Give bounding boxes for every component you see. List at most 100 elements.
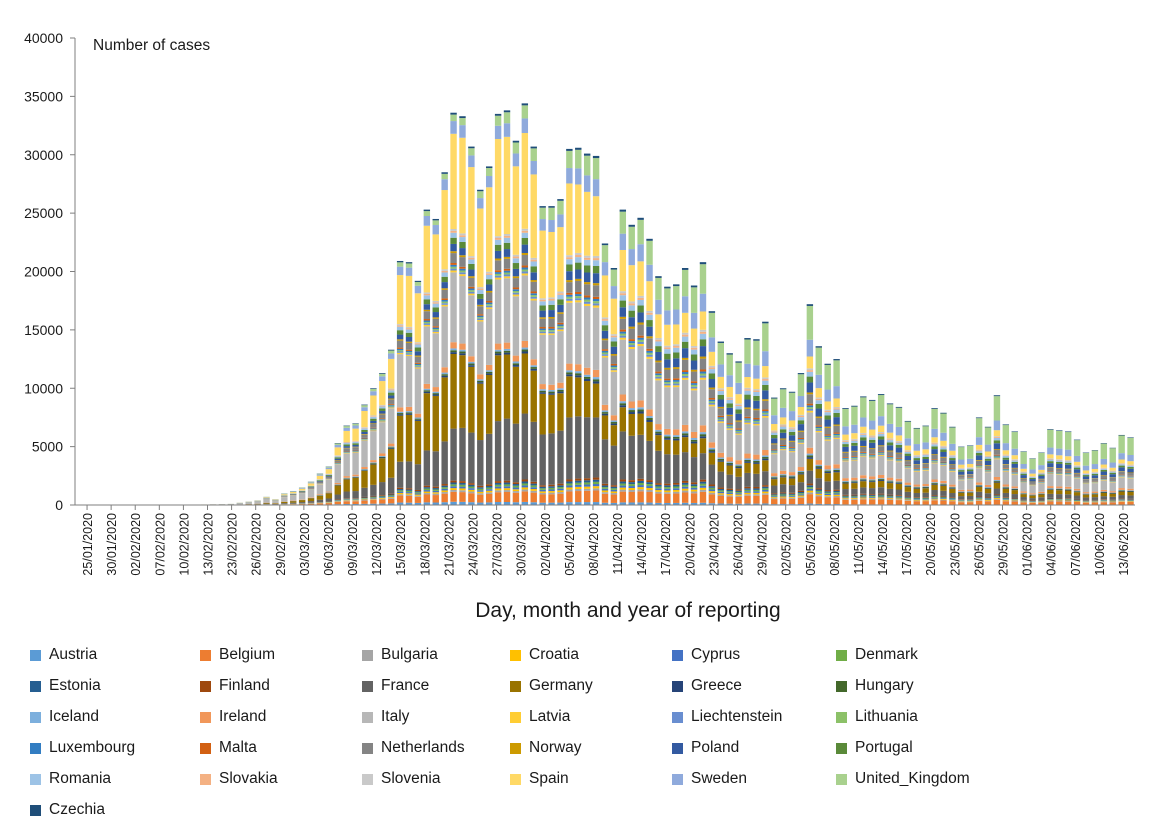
bar-segment-estonia <box>1118 499 1125 500</box>
bar-85 <box>833 359 840 505</box>
bar-segment-slovakia <box>521 230 529 233</box>
bar-segment-iceland <box>931 482 938 484</box>
bar-segment-czechia <box>601 243 609 246</box>
bar-segment-malta <box>869 453 876 455</box>
bar-segment-ireland <box>575 364 582 372</box>
bar-segment-hungary <box>655 431 662 434</box>
bar-segment-slovakia <box>405 328 413 330</box>
bar-segment-liechtenstein <box>869 456 876 458</box>
bar-97 <box>940 412 947 505</box>
bar-segment-luxembourg <box>370 428 377 430</box>
bar-segment-malta <box>771 449 778 451</box>
bar-segment-ireland <box>779 470 787 475</box>
bar-segment-denmark <box>975 497 983 499</box>
bar-segment-iceland <box>779 474 787 476</box>
bar-segment-norway <box>619 316 627 319</box>
bar-82 <box>806 304 814 505</box>
bar-segment-finland <box>423 485 431 488</box>
bar-segment-norway <box>566 280 573 283</box>
bar-segment-slovakia <box>869 436 876 438</box>
bar-segment-sweden <box>699 293 707 312</box>
bar-segment-germany <box>771 479 778 486</box>
bar-segment-netherlands <box>1056 468 1063 472</box>
bar-segment-finland <box>824 490 831 492</box>
bar-segment-greece <box>717 460 724 462</box>
bar-segment-iceland <box>396 411 404 414</box>
bar-segment-italy <box>646 358 653 410</box>
bar-segment-ireland <box>405 406 413 412</box>
bar-segment-greece <box>708 451 716 453</box>
bar-segment-estonia <box>699 481 707 484</box>
bar-segment-croatia <box>913 499 920 501</box>
bar-segment-liechtenstein <box>539 331 546 334</box>
bar-segment-cyprus <box>949 499 956 500</box>
bar-segment-portugal <box>432 307 439 313</box>
bar-segment-netherlands <box>494 260 502 271</box>
bar-segment-lithuania <box>1011 472 1018 474</box>
bar-segment-poland <box>503 249 511 257</box>
bar-segment-lithuania <box>485 304 493 306</box>
bar-segment-sweden <box>557 214 564 228</box>
bar-segment-france <box>557 430 564 484</box>
bar-segment-estonia <box>468 484 475 487</box>
bar-segment-italy <box>325 479 333 492</box>
bar-segment-cyprus <box>735 493 742 495</box>
bar-segment-denmark <box>628 484 635 487</box>
bar-segment-liechtenstein <box>717 420 724 422</box>
bar-segment-sweden <box>1056 448 1063 456</box>
bar-32 <box>361 404 368 505</box>
legend-item-slovenia: Slovenia <box>362 770 440 788</box>
bar-segment-netherlands <box>1082 479 1090 482</box>
bar-segment-liechtenstein <box>735 432 742 434</box>
bar-69 <box>690 285 698 505</box>
bar-29 <box>334 443 341 505</box>
bar-segment-bulgaria <box>450 489 457 492</box>
bar-76 <box>753 339 760 505</box>
bar-segment-ireland <box>1118 488 1125 490</box>
x-tick-label: 25/01/2020 <box>81 513 95 576</box>
bar-segment-finland <box>690 482 698 485</box>
bar-segment-germany <box>459 355 466 428</box>
bar-segment-portugal <box>1038 474 1045 476</box>
bar-segment-hungary <box>975 485 983 487</box>
bar-segment-romania <box>744 390 751 395</box>
bar-segment-slovakia <box>1056 459 1063 461</box>
bar-segment-romania <box>1109 471 1116 473</box>
bar-segment-austria <box>485 502 493 505</box>
bar-segment-latvia <box>851 459 858 461</box>
bar-segment-spain <box>530 174 537 258</box>
bar-segment-portugal <box>423 299 431 305</box>
bar-segment-poland <box>370 420 377 424</box>
bar-segment-belgium <box>824 497 831 505</box>
legend-item-iceland: Iceland <box>30 708 99 726</box>
bar-segment-bulgaria <box>468 491 475 494</box>
bar-segment-france <box>717 471 724 488</box>
bar-segment-france <box>325 498 333 502</box>
bar-segment-united_kingdom <box>673 286 680 310</box>
bar-segment-sweden <box>316 474 324 476</box>
bar-segment-liechtenstein <box>913 470 920 471</box>
bar-segment-spain <box>797 406 805 415</box>
bar-segment-slovakia <box>842 441 849 442</box>
bar-segment-malta <box>352 449 359 451</box>
bar-43 <box>459 116 466 505</box>
bar-segment-luxembourg <box>949 469 956 470</box>
x-tick-label: 13/06/2020 <box>1117 513 1131 576</box>
bar-segment-italy <box>450 272 457 343</box>
bar-segment-malta <box>949 468 956 470</box>
bar-segment-malta <box>1047 471 1054 472</box>
bar-segment-italy <box>913 471 920 485</box>
bar-segment-estonia <box>557 485 564 488</box>
bar-segment-united_kingdom <box>690 287 698 313</box>
bar-segment-denmark <box>1011 499 1018 500</box>
x-tick-label: 04/06/2020 <box>1045 513 1059 576</box>
x-tick-label: 29/04/2020 <box>756 513 770 576</box>
bar-segment-poland <box>1002 459 1010 465</box>
bar-segment-liechtenstein <box>1118 476 1125 477</box>
bar-segment-czechia <box>851 405 858 407</box>
bar-segment-croatia <box>984 500 992 501</box>
bar-segment-belgium <box>877 499 885 505</box>
x-tick-label: 11/04/2020 <box>611 513 625 575</box>
bar-segment-poland <box>592 273 600 284</box>
bar-segment-ireland <box>1091 491 1099 494</box>
